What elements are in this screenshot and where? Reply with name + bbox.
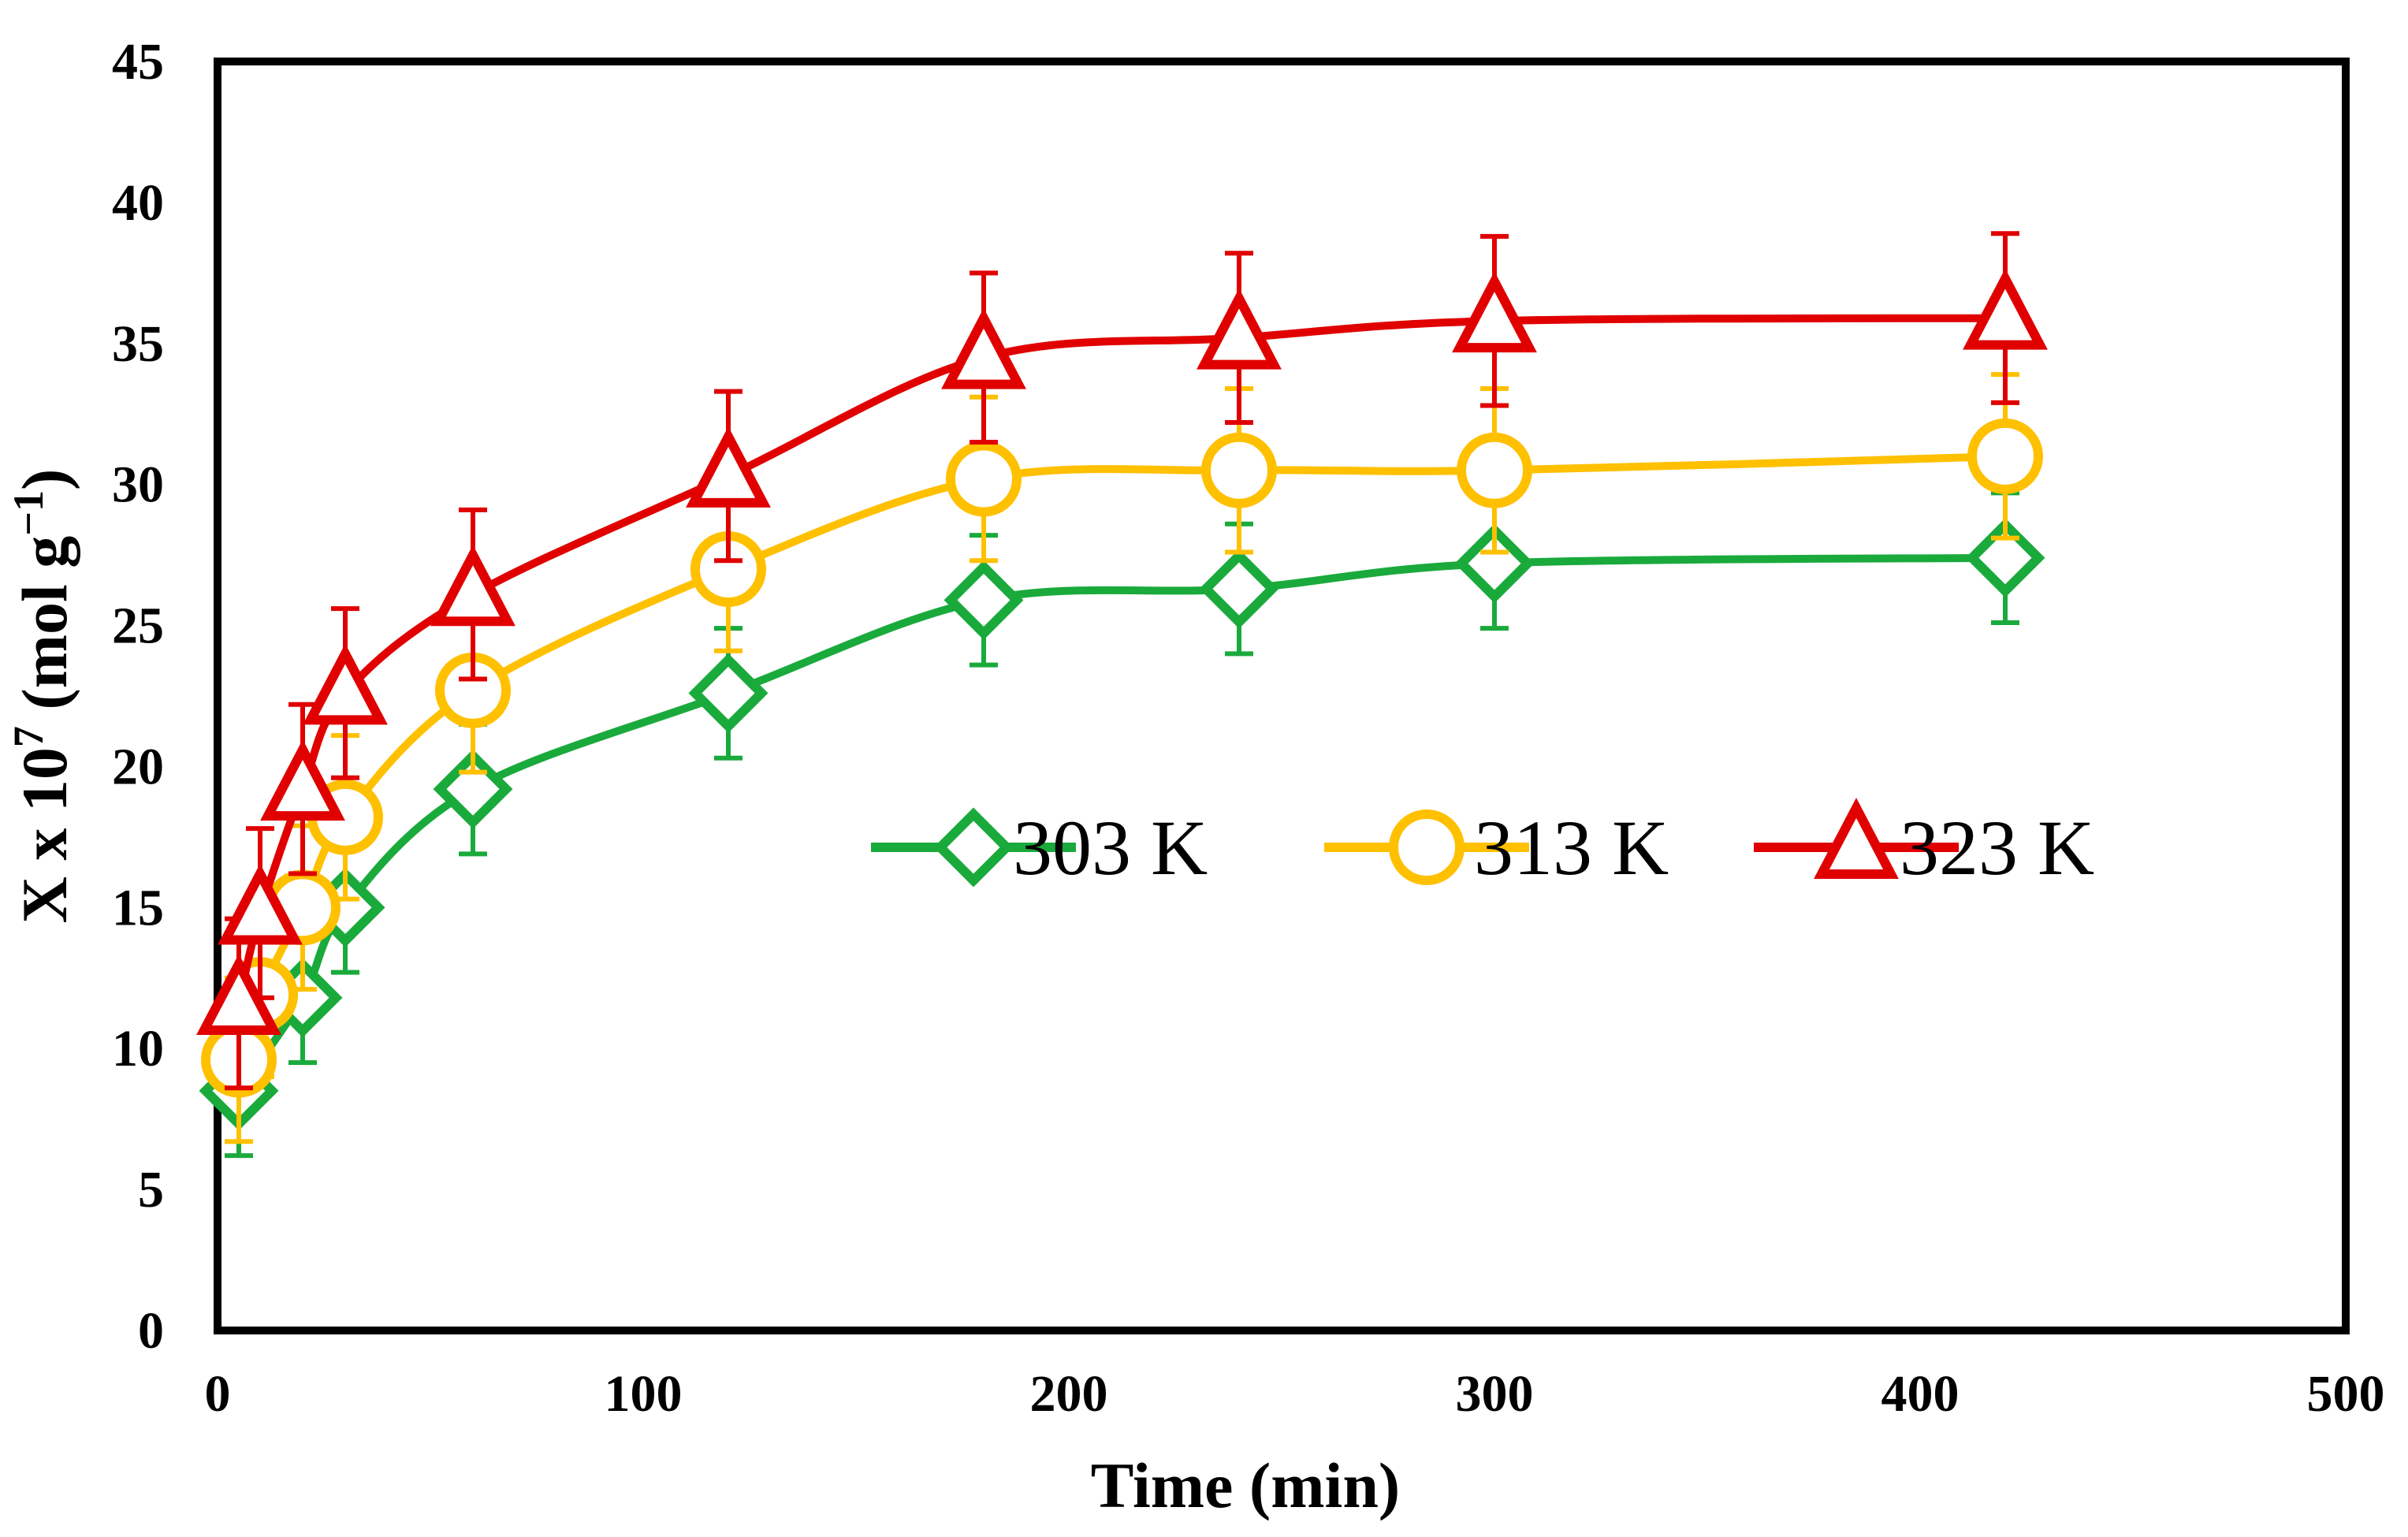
y-tick-label: 10 bbox=[112, 1020, 164, 1077]
y-tick-label: 5 bbox=[138, 1161, 164, 1219]
data-point bbox=[943, 560, 1024, 640]
legend-swatch-marker bbox=[1814, 798, 1899, 879]
x-axis-ticks: 0 100 200 300 400 500 bbox=[205, 1365, 2385, 1423]
data-point bbox=[946, 441, 1022, 517]
legend: 303 K 313 K 323 K bbox=[871, 798, 2094, 891]
x-axis-title: Time (min) bbox=[1091, 1450, 1401, 1521]
legend-label: 313 K bbox=[1474, 804, 1669, 891]
y-tick-label: 45 bbox=[112, 33, 164, 91]
data-point bbox=[941, 307, 1026, 389]
x-tick-label: 100 bbox=[605, 1365, 683, 1423]
data-point bbox=[1963, 268, 2048, 350]
legend-item: 323 K bbox=[1754, 798, 2094, 891]
y-tick-label: 0 bbox=[138, 1302, 164, 1360]
legend-label: 323 K bbox=[1900, 804, 2094, 891]
legend-label: 303 K bbox=[1013, 804, 1208, 891]
legend-item: 303 K bbox=[871, 804, 1208, 891]
data-point bbox=[1199, 549, 1279, 629]
plot-frame bbox=[214, 58, 2350, 1334]
legend-swatch-marker bbox=[933, 807, 1014, 888]
y-tick-label: 15 bbox=[112, 879, 164, 936]
series-3 bbox=[196, 231, 2048, 1091]
series-layer bbox=[196, 231, 2048, 1159]
data-point bbox=[218, 863, 303, 945]
y-axis-title: X x 107 (mol g−1) bbox=[5, 469, 80, 924]
series-2 bbox=[201, 372, 2043, 1144]
y-tick-label: 40 bbox=[112, 174, 164, 232]
y-tick-label: 35 bbox=[112, 315, 164, 373]
data-point bbox=[260, 739, 345, 821]
legend-swatch-marker bbox=[1389, 809, 1465, 885]
x-tick-label: 300 bbox=[1456, 1365, 1534, 1423]
data-point bbox=[196, 954, 281, 1035]
y-tick-label: 20 bbox=[112, 738, 164, 795]
data-point bbox=[430, 545, 515, 627]
legend-item: 313 K bbox=[1324, 804, 1669, 891]
y-axis-ticks: 0 5 10 15 20 25 30 35 40 45 bbox=[112, 33, 164, 1360]
data-point bbox=[1454, 523, 1535, 604]
x-tick-label: 200 bbox=[1030, 1365, 1108, 1423]
x-tick-label: 500 bbox=[2307, 1365, 2385, 1423]
data-point bbox=[1201, 432, 1277, 508]
y-tick-label: 30 bbox=[112, 456, 164, 514]
data-point bbox=[1965, 518, 2045, 598]
data-point bbox=[1457, 432, 1532, 508]
data-point bbox=[1197, 288, 1282, 370]
x-tick-label: 400 bbox=[1881, 1365, 1960, 1423]
data-point bbox=[1967, 418, 2043, 494]
x-tick-label: 0 bbox=[205, 1365, 231, 1423]
data-point bbox=[686, 426, 771, 508]
y-tick-label: 25 bbox=[112, 597, 164, 655]
data-point bbox=[688, 653, 769, 733]
data-point bbox=[1452, 271, 1537, 353]
data-point bbox=[303, 643, 388, 725]
data-point bbox=[433, 749, 513, 829]
